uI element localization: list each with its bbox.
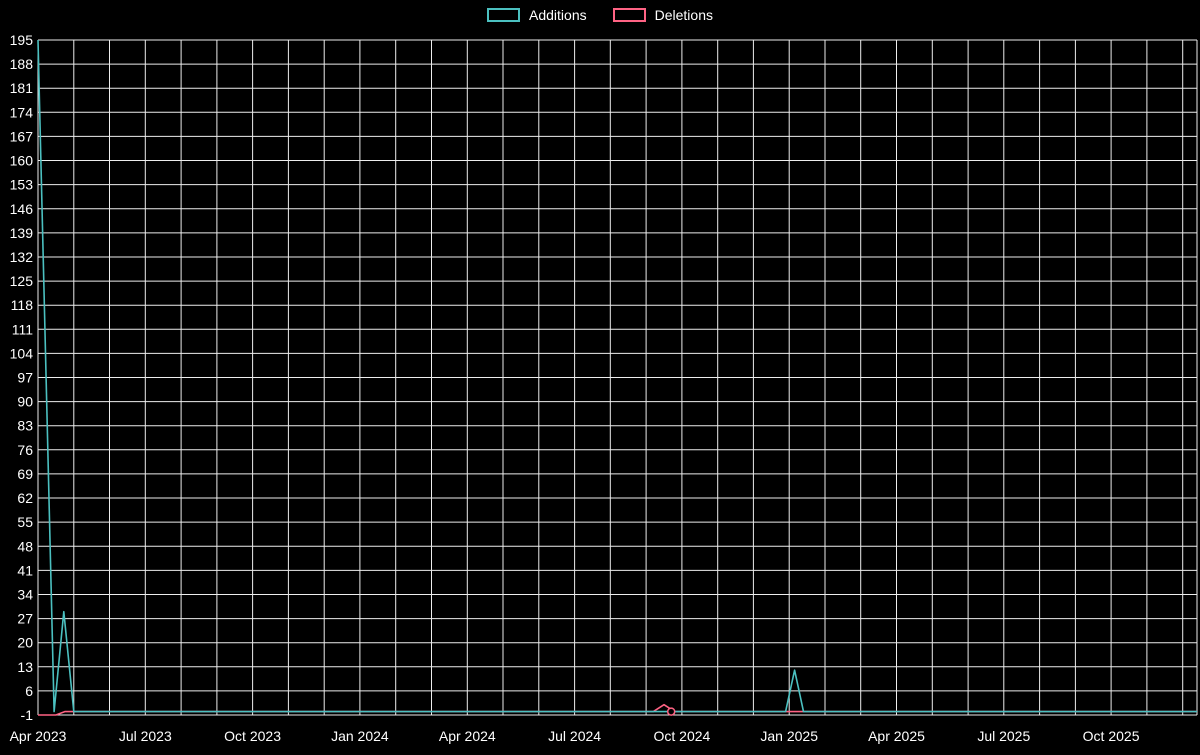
y-tick-label: 97 (17, 370, 33, 386)
y-tick-label: 20 (17, 635, 33, 651)
y-tick-label: 111 (12, 321, 33, 337)
y-tick-label: 76 (17, 442, 33, 458)
series-line-deletions (38, 703, 1197, 716)
legend-label-additions: Additions (529, 7, 587, 23)
x-tick-label: Jul 2025 (977, 728, 1030, 744)
y-tick-label: 125 (10, 273, 34, 289)
y-tick-label: 41 (17, 562, 33, 578)
x-tick-label: Apr 2024 (439, 728, 496, 744)
y-tick-label: 83 (17, 418, 33, 434)
y-tick-label: 69 (17, 466, 33, 482)
legend-item-deletions[interactable]: Deletions (612, 7, 713, 23)
y-tick-label: 48 (17, 538, 33, 554)
point-marker (666, 707, 676, 716)
y-tick-label: 62 (17, 490, 33, 506)
x-tick-label: Apr 2025 (868, 728, 925, 744)
y-tick-label: 139 (10, 225, 34, 241)
y-tick-label: 132 (10, 249, 34, 265)
y-tick-label: 153 (10, 177, 34, 193)
y-tick-label: 6 (25, 683, 33, 699)
y-tick-label: 27 (17, 611, 33, 627)
legend-label-deletions: Deletions (654, 7, 713, 23)
y-tick-label: 13 (17, 659, 33, 675)
x-tick-label: Jan 2025 (760, 728, 818, 744)
y-tick-label: 146 (10, 201, 34, 217)
y-tick-label: 181 (10, 80, 34, 96)
series-line-additions (37, 39, 1197, 713)
chart-legend: Additions Deletions (0, 7, 1200, 23)
x-tick-label: Jul 2023 (119, 728, 172, 744)
y-tick-label: 34 (17, 587, 33, 603)
y-tick-label: -1 (21, 707, 34, 723)
y-tick-label: 195 (10, 32, 34, 48)
x-tick-label: Oct 2025 (1083, 728, 1140, 744)
legend-item-additions[interactable]: Additions (487, 7, 587, 23)
y-tick-label: 90 (17, 394, 33, 410)
x-tick-label: Oct 2023 (224, 728, 281, 744)
y-tick-label: 104 (10, 345, 34, 361)
y-tick-label: 160 (10, 153, 34, 169)
y-tick-label: 174 (10, 104, 34, 120)
x-tick-label: Jul 2024 (548, 728, 601, 744)
y-tick-label: 188 (10, 56, 34, 72)
y-tick-label: 167 (10, 128, 34, 144)
deletions-swatch (612, 8, 646, 22)
x-tick-label: Jan 2024 (331, 728, 389, 744)
y-tick-label: 55 (17, 514, 33, 530)
additions-swatch (487, 8, 521, 22)
x-tick-label: Oct 2024 (653, 728, 710, 744)
x-tick-label: Apr 2023 (10, 728, 67, 744)
y-tick-label: 118 (11, 297, 34, 313)
